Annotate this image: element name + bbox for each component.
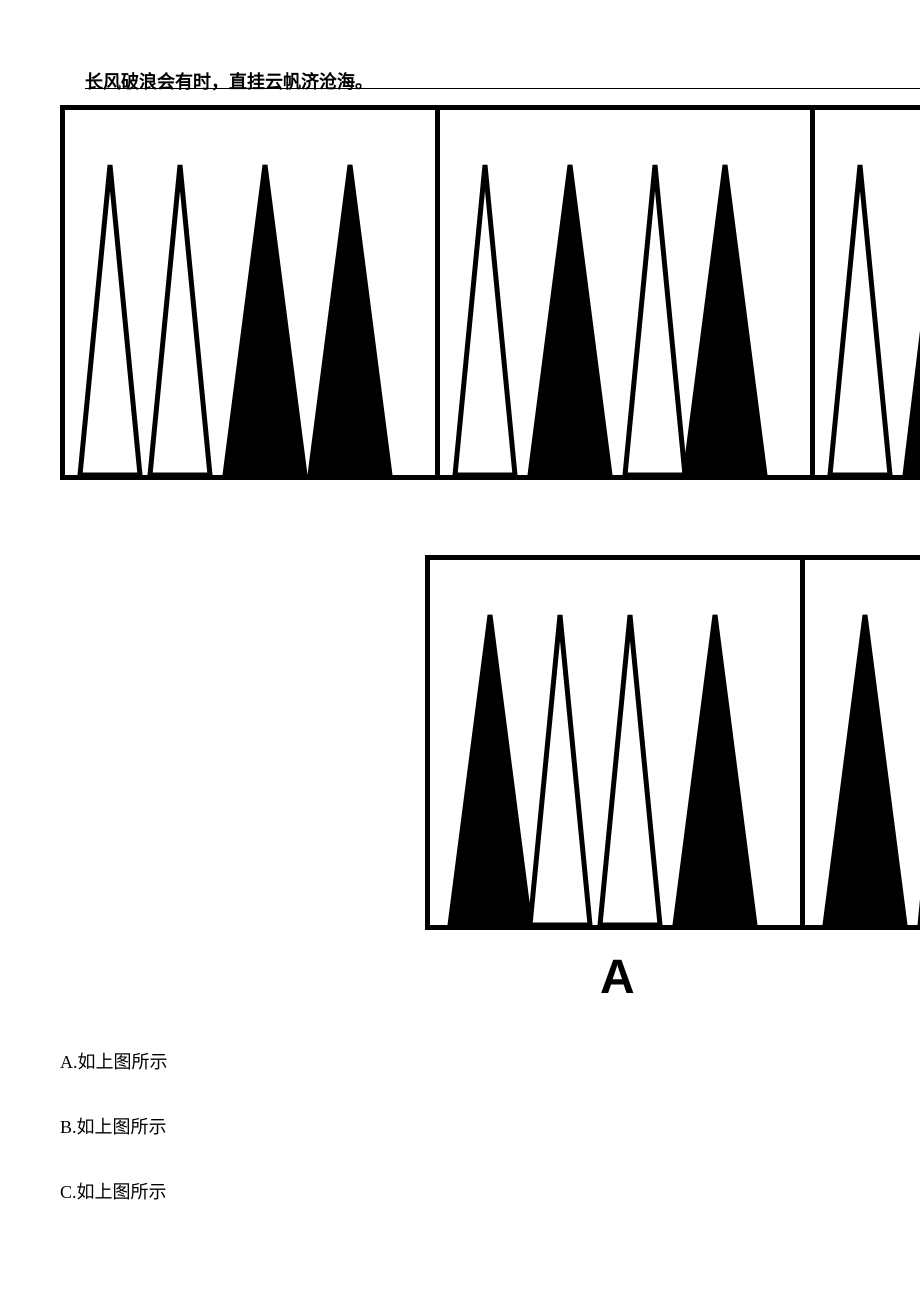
triangle-spike [905,145,920,475]
triangle-spike [530,165,610,475]
diagram-panel [435,105,810,480]
triangle-spike [225,165,305,475]
triangle-spike [600,615,660,925]
triangle-spike [825,615,905,925]
page-header-quote: 长风破浪会有时，直挂云帆济沧海。 [85,68,373,94]
triangle-spike [685,165,765,475]
option-a: A.如上图所示 [60,1048,168,1074]
diagram-panel [800,555,920,930]
triangle-spike [80,165,140,475]
triangle-spike [450,615,530,925]
figure-row-1 [60,105,920,480]
diagram-panel [60,105,435,480]
triangle-spike [310,165,390,475]
triangle-spike [530,615,590,925]
triangle-spike [830,165,890,475]
diagram-panel [810,105,920,480]
header-underline [85,88,920,89]
triangle-spike [675,615,755,925]
option-c: C.如上图所示 [60,1178,167,1204]
figure-label-a: A [600,950,635,1005]
triangle-spike [625,165,685,475]
figure-row-2 [425,555,920,930]
triangle-spike [150,165,210,475]
option-b: B.如上图所示 [60,1113,167,1139]
triangle-spike [455,165,515,475]
diagram-panel [425,555,800,930]
